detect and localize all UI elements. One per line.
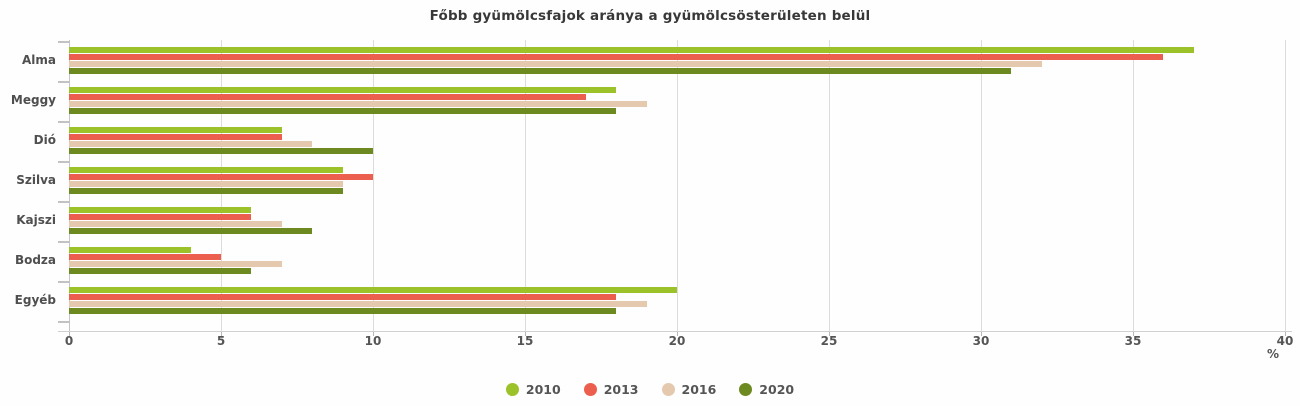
bar-2016 [69, 141, 313, 147]
bar-2020 [69, 188, 343, 194]
x-axis-tickmark [69, 331, 70, 336]
x-tick-label: 35 [1124, 334, 1142, 348]
category-label: Szilva [16, 173, 56, 187]
y-axis-tickmark [58, 201, 70, 203]
x-axis-tickmark [1285, 331, 1286, 336]
y-axis-tickmark [58, 161, 70, 163]
category-label: Alma [21, 53, 56, 67]
bar-2013 [69, 254, 221, 260]
x-tick-label: 25 [820, 334, 838, 348]
legend-item-2016: 2016 [661, 381, 717, 397]
bar-2020 [69, 228, 313, 234]
legend: 2010 2013 2016 2020 [0, 377, 1300, 401]
y-axis-tickmark [58, 241, 70, 243]
bar-2010 [69, 207, 252, 213]
bar-2013 [69, 54, 1164, 60]
gridline [677, 40, 678, 331]
bar-2020 [69, 148, 373, 154]
gridline [829, 40, 830, 331]
legend-dot-icon [661, 382, 675, 396]
gridline [981, 40, 982, 331]
x-axis-line [58, 331, 1292, 332]
y-axis-tickmark [58, 81, 70, 83]
chart-title: Főbb gyümölcsfajok aránya a gyümölcsöste… [429, 8, 871, 24]
legend-label: 2020 [759, 381, 795, 397]
bar-2013 [69, 294, 617, 300]
x-tick-label: 5 [216, 334, 226, 348]
bar-2013 [69, 134, 282, 140]
bar-2020 [69, 68, 1012, 74]
legend-label: 2013 [603, 381, 639, 397]
x-tick-label: 0 [64, 334, 74, 348]
y-axis-tickmark [58, 281, 70, 283]
bar-2010 [69, 247, 191, 253]
y-axis-tickmark [58, 121, 70, 123]
bar-2013 [69, 174, 373, 180]
category-label: Egyéb [14, 293, 56, 307]
bar-2016 [69, 261, 282, 267]
gridline [373, 40, 374, 331]
x-axis-unit-label: % [1266, 347, 1280, 361]
legend-label: 2010 [525, 381, 561, 397]
bar-2010 [69, 127, 282, 133]
x-tick-label: 20 [668, 334, 686, 348]
bar-2013 [69, 94, 586, 100]
bar-2016 [69, 181, 343, 187]
bar-2020 [69, 308, 617, 314]
x-axis-tickmark [525, 331, 526, 336]
bar-2013 [69, 214, 252, 220]
x-tick-label: 15 [516, 334, 534, 348]
x-axis-tickmark [829, 331, 830, 336]
legend-dot-icon [739, 382, 753, 396]
bar-2020 [69, 268, 252, 274]
category-label: Bodza [14, 253, 56, 267]
bar-2016 [69, 101, 647, 107]
category-label: Meggy [10, 93, 56, 107]
x-axis-tickmark [221, 331, 222, 336]
gridline [525, 40, 526, 331]
category-label: Dió [33, 133, 56, 147]
legend-item-2013: 2013 [583, 381, 639, 397]
x-tick-label: 40 [1276, 334, 1294, 348]
bar-2016 [69, 221, 282, 227]
bar-2016 [69, 61, 1042, 67]
legend-item-2020: 2020 [739, 382, 794, 397]
category-label: Kajszi [16, 213, 56, 227]
bar-2010 [69, 47, 1194, 53]
x-axis-tickmark [1133, 331, 1134, 336]
bar-2010 [69, 287, 677, 293]
legend-label: 2016 [681, 381, 717, 397]
x-axis-tickmark [677, 331, 678, 336]
gridline [1285, 40, 1286, 331]
bar-2010 [69, 87, 617, 93]
bar-2020 [69, 108, 617, 114]
x-tick-label: 10 [364, 334, 382, 348]
bar-2016 [69, 301, 647, 307]
x-axis-tickmark [981, 331, 982, 336]
bar-2010 [69, 167, 343, 173]
y-axis-tickmark [58, 41, 70, 43]
y-axis-tickmark [58, 321, 70, 323]
legend-dot-icon [505, 382, 519, 396]
gridline [1133, 40, 1134, 331]
x-axis-tickmark [373, 331, 374, 336]
x-tick-label: 30 [972, 334, 990, 348]
legend-dot-icon [583, 382, 597, 396]
legend-item-2010: 2010 [505, 381, 561, 397]
